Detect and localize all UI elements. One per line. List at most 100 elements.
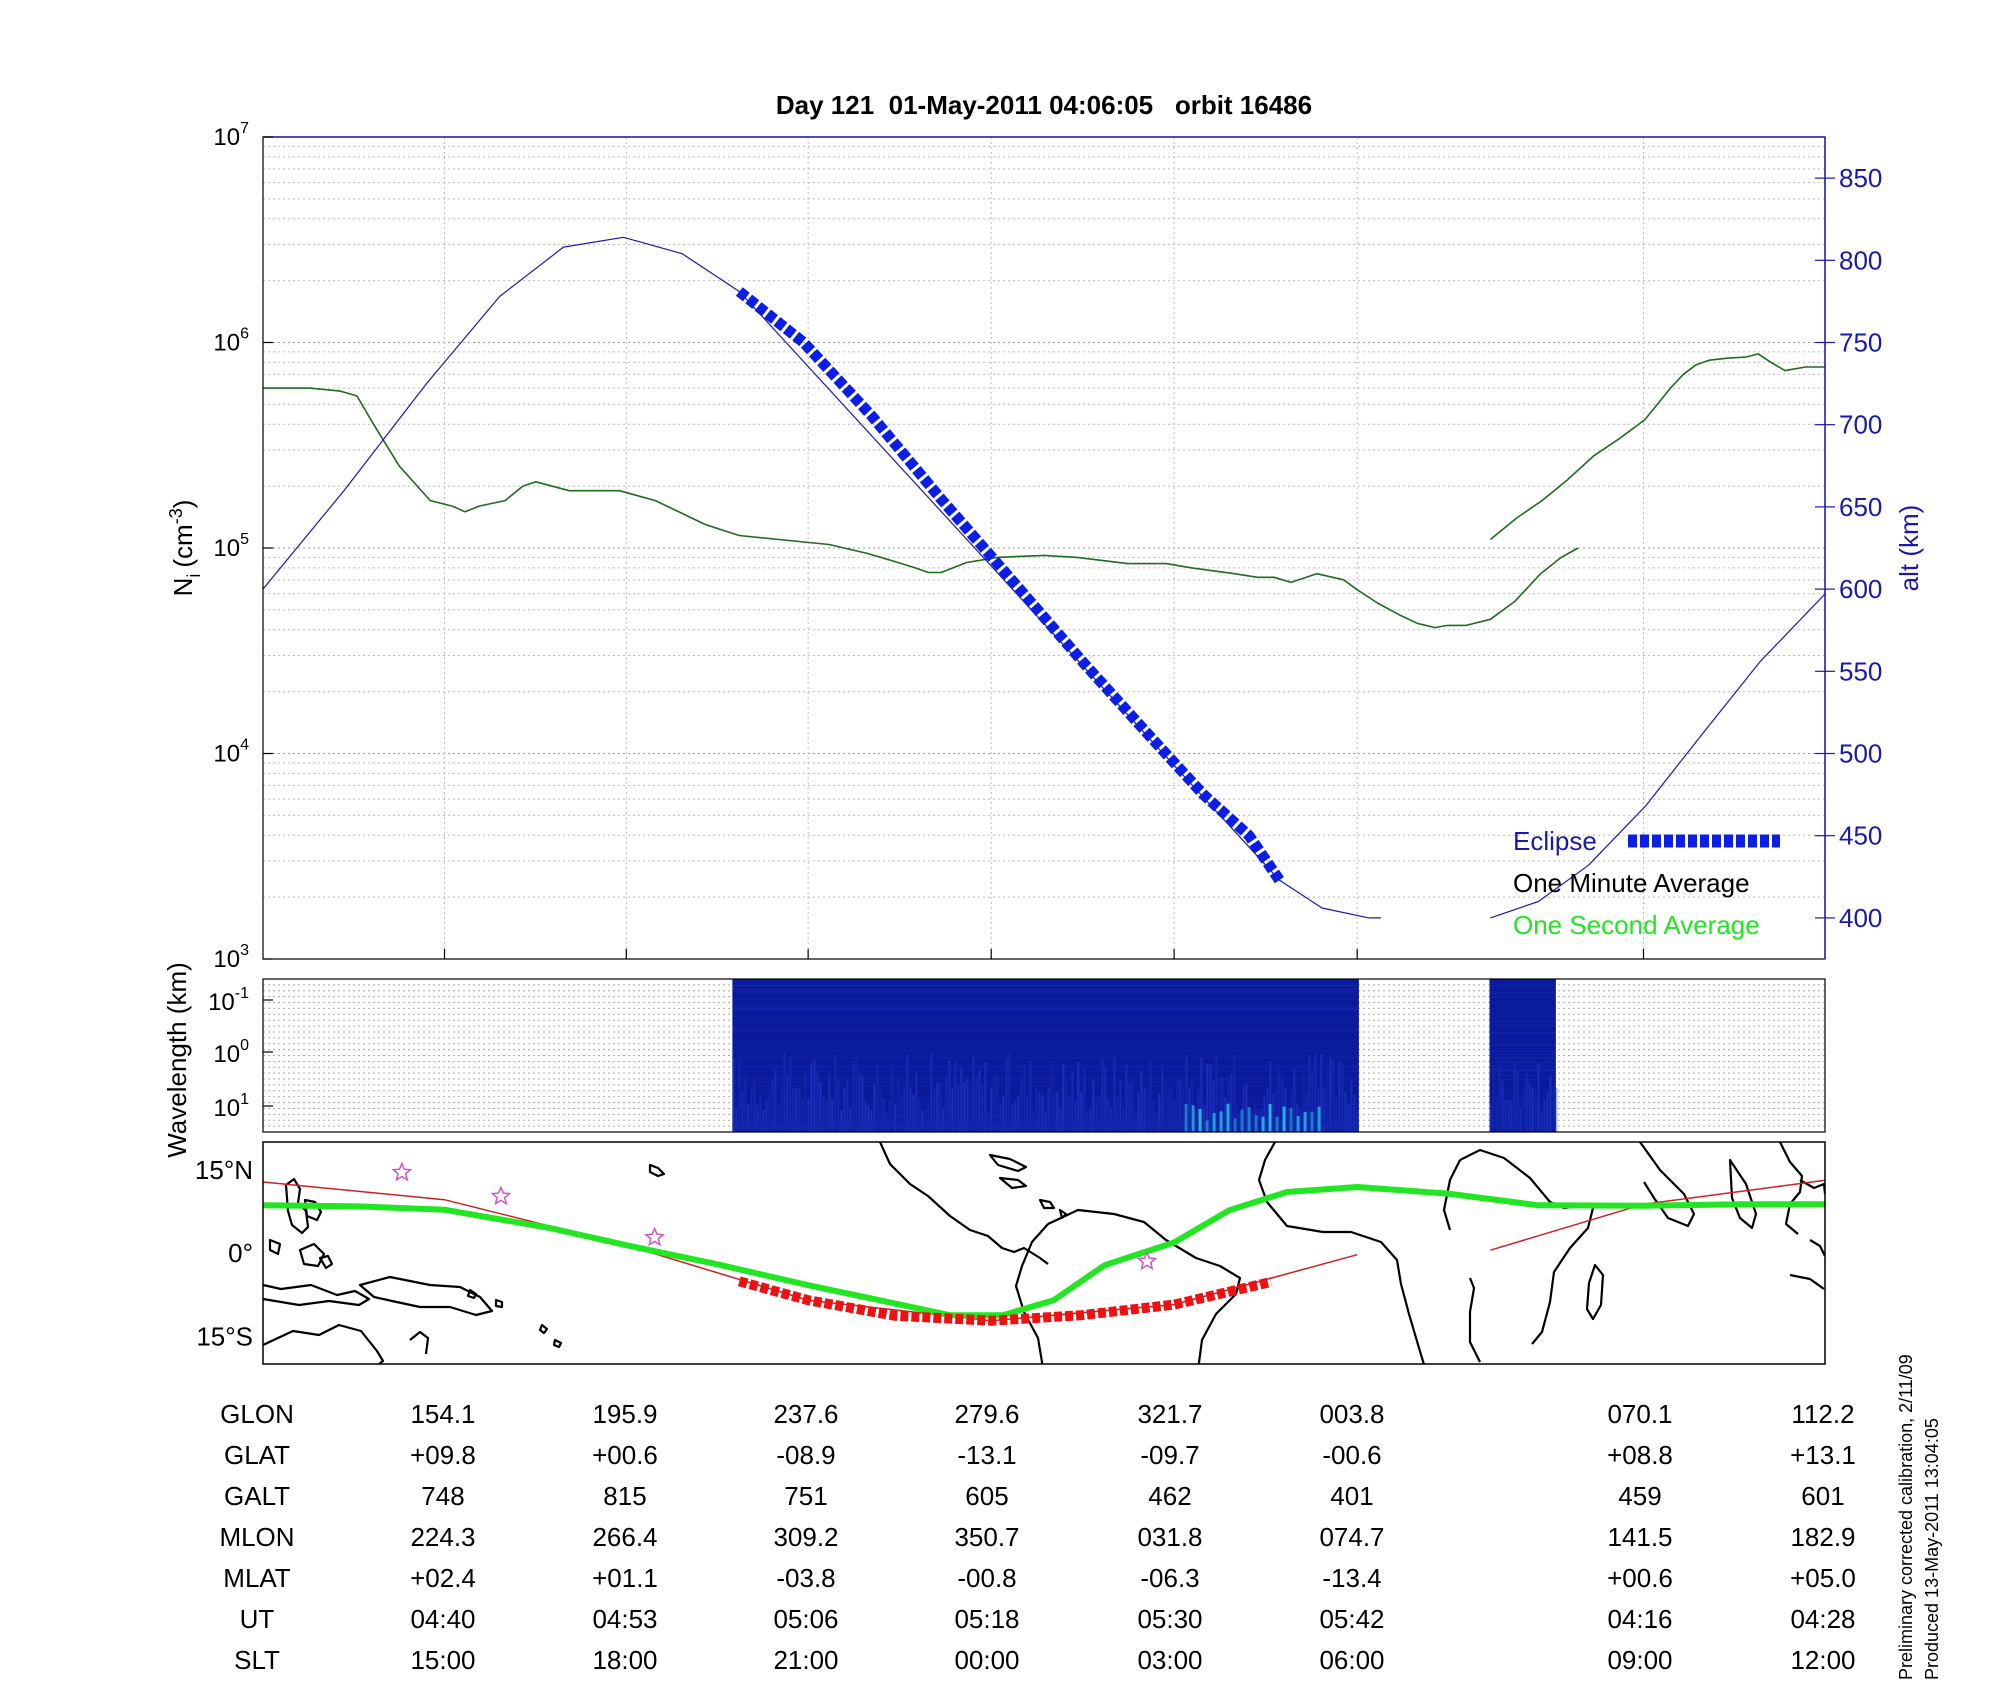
- spectrogram-texture: [759, 1093, 762, 1132]
- spectrogram-highlight: [1212, 1112, 1216, 1132]
- spectrogram-texture: [1245, 1083, 1248, 1132]
- star-marker: [490, 1185, 512, 1206]
- spectrogram-texture: [1137, 1092, 1140, 1132]
- ephemeris-cell: 15:00: [410, 1645, 475, 1675]
- ephemeris-cell: +00.6: [1607, 1563, 1673, 1593]
- spectrogram-texture: [1011, 1103, 1014, 1132]
- ephemeris-cell: +05.0: [1790, 1563, 1856, 1593]
- spectrogram-texture: [1179, 1079, 1182, 1132]
- spectrogram-texture: [1089, 1106, 1092, 1132]
- spectrogram-texture: [879, 1085, 882, 1132]
- spectrogram-texture: [1272, 1093, 1275, 1132]
- ephemeris-cell: 04:40: [410, 1604, 475, 1634]
- ephemeris-cell: 18:00: [592, 1645, 657, 1675]
- ephemeris-cell: -00.6: [1322, 1440, 1381, 1470]
- spectrogram-texture: [1116, 1094, 1119, 1132]
- ephemeris-cell: 401: [1330, 1481, 1373, 1511]
- ephemeris-row-label: GLAT: [224, 1440, 290, 1470]
- left-tick-label: 107: [213, 120, 249, 151]
- spectrogram-texture: [1188, 1087, 1191, 1132]
- spectrogram-texture: [930, 1053, 933, 1132]
- ephemeris-cell: +08.8: [1607, 1440, 1673, 1470]
- ephemeris-cell: 070.1: [1607, 1399, 1672, 1429]
- spectrogram-texture: [1507, 1100, 1510, 1132]
- ephemeris-row-label: MLAT: [223, 1563, 291, 1593]
- spectrogram-texture: [1071, 1071, 1074, 1132]
- map-tick-label: 15°S: [196, 1321, 253, 1351]
- spectrogram-texture: [978, 1069, 981, 1132]
- spectrogram-tick-base: 10: [208, 989, 235, 1016]
- right-axis-label: alt (km): [1894, 505, 1924, 592]
- spectrogram-texture: [810, 1063, 813, 1132]
- spectrogram-tick-label: 10-1: [208, 985, 249, 1016]
- spectrogram-texture: [1182, 1085, 1185, 1132]
- spectrogram-texture: [873, 1082, 876, 1132]
- left-axis-label-sub: i: [184, 574, 204, 578]
- left-tick-exp: 4: [240, 737, 249, 754]
- spectrogram-texture: [1531, 1087, 1534, 1132]
- right-tick-label: 400: [1839, 903, 1882, 933]
- spectrogram-texture: [1233, 1054, 1236, 1132]
- spectrogram-texture: [750, 1088, 753, 1132]
- ephemeris-cell: 06:00: [1319, 1645, 1384, 1675]
- ephemeris-cell: 04:28: [1790, 1604, 1855, 1634]
- right-tick-label: 500: [1839, 739, 1882, 769]
- ephemeris-cell: 05:42: [1319, 1604, 1384, 1634]
- left-tick-exp: 5: [240, 531, 249, 548]
- spectrogram-texture: [1242, 1085, 1245, 1132]
- ground-track-map-panel: 15°N 0° 15°S: [195, 1141, 1826, 1365]
- spectrogram-texture: [1041, 1095, 1044, 1132]
- ephemeris-cell: 112.2: [1791, 1399, 1854, 1429]
- left-axis-label-exp: -3: [166, 508, 186, 524]
- ground-track-markers: [391, 1161, 1158, 1271]
- left-tick-label: 104: [213, 737, 249, 768]
- ephemeris-cell: 605: [965, 1481, 1008, 1511]
- spectrogram-texture: [1215, 1053, 1218, 1132]
- spectrogram-texture: [1029, 1061, 1032, 1132]
- ephemeris-row-label: UT: [240, 1604, 275, 1634]
- spectrogram-texture: [1552, 1085, 1555, 1132]
- spectrogram-texture: [1302, 1069, 1305, 1132]
- spectrogram-texture: [1260, 1108, 1263, 1132]
- spectrogram-texture: [846, 1079, 849, 1132]
- legend-one-second-label: One Second Average: [1513, 910, 1760, 940]
- spectrogram-texture: [954, 1061, 957, 1132]
- spectrogram-texture: [942, 1107, 945, 1132]
- spectrogram-texture: [972, 1056, 975, 1132]
- spectrogram-texture: [1167, 1087, 1170, 1132]
- spectrogram-texture: [918, 1098, 921, 1132]
- spectrogram-highlight: [1191, 1105, 1195, 1132]
- spectrogram-texture: [1269, 1061, 1272, 1132]
- star-marker: [391, 1161, 413, 1182]
- spectrogram-texture: [939, 1083, 942, 1132]
- ephemeris-row-label: MLON: [219, 1522, 294, 1552]
- spectrogram-texture: [951, 1087, 954, 1132]
- spectrogram-texture: [834, 1054, 837, 1132]
- spectrogram-texture: [807, 1098, 810, 1132]
- spectrogram-texture: [828, 1073, 831, 1132]
- spectrogram-texture: [831, 1098, 834, 1132]
- left-axis-label-main: N: [168, 578, 198, 597]
- footer-calibration: Preliminary corrected calibration, 2/11/…: [1896, 1354, 1916, 1680]
- one-second-average-line: [263, 1184, 1825, 1319]
- spectrogram-texture: [903, 1086, 906, 1132]
- spectrogram-texture: [1326, 1069, 1329, 1132]
- chart-title: Day 121 01-May-2011 04:06:05 orbit 16486: [776, 90, 1312, 120]
- spectrogram-texture: [1113, 1057, 1116, 1132]
- spectrogram-texture: [816, 1070, 819, 1132]
- spectrogram-texture: [1314, 1053, 1317, 1132]
- spectrogram-texture: [1026, 1094, 1029, 1132]
- star-marker: [1136, 1250, 1158, 1271]
- ephemeris-cell: 04:16: [1607, 1604, 1672, 1634]
- spectrogram-texture: [1341, 1062, 1344, 1132]
- spectrogram-texture: [912, 1094, 915, 1132]
- ephemeris-cell: 05:18: [954, 1604, 1019, 1634]
- spectrogram-texture: [1005, 1057, 1008, 1132]
- ephemeris-table: GLON GLAT GALT MLON MLAT UT SLT 154.1 +09.8 748 22…: [219, 1399, 1855, 1675]
- spectrogram-texture: [1495, 1097, 1498, 1132]
- spectrogram-texture: [1239, 1111, 1242, 1132]
- spectrogram-texture: [897, 1077, 900, 1132]
- left-axis-label: Ni (cm-3): [166, 500, 204, 597]
